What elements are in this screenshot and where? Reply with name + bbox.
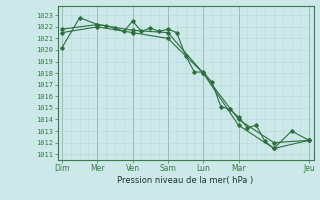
X-axis label: Pression niveau de la mer( hPa ): Pression niveau de la mer( hPa ): [117, 176, 254, 185]
